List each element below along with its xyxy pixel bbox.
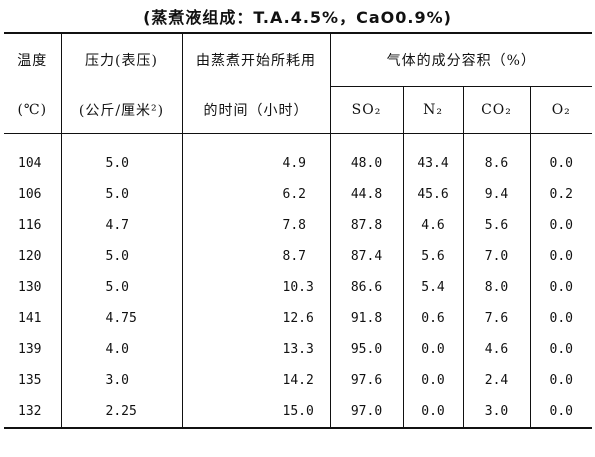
header-temperature: 温度: [4, 32, 62, 87]
cell-time: 15.0: [182, 396, 331, 429]
cell-n2: 0.0: [403, 334, 464, 365]
cell-n2: 4.6: [403, 210, 464, 241]
cell-pressure: 5.0: [61, 272, 183, 303]
header-time: 由蒸煮开始所耗用: [182, 32, 331, 87]
header-pressure: 压力(表压): [61, 32, 183, 87]
cell-o2: 0.0: [549, 373, 573, 388]
cell-so2: 48.0: [330, 148, 404, 179]
cell-n2: 43.4: [403, 148, 464, 179]
gas-composition-table: 温度 压力(表压) 由蒸煮开始所耗用 气体的成分容积（%） (℃) (公斤/厘米…: [4, 32, 592, 429]
cell-so2: 97.0: [330, 396, 404, 429]
cell-pressure: 5.0: [61, 241, 183, 272]
cell-n2: 5.6: [403, 241, 464, 272]
cell-n2: 0.0: [403, 365, 464, 396]
cell-so2: 44.8: [330, 179, 404, 210]
cell-time: 13.3: [182, 334, 331, 365]
cell-o2: 0.0: [549, 249, 573, 264]
cell-o2: 0.0: [530, 396, 592, 429]
cell-o2: 0.0: [549, 342, 573, 357]
header-temperature-unit: (℃): [4, 86, 62, 134]
cell-pressure: 4.7: [61, 210, 183, 241]
cell-so2: 95.0: [330, 334, 404, 365]
cell-n2: 5.4: [403, 272, 464, 303]
table-caption: (蒸煮液组成：T.A.4.5%，CaO0.9%): [143, 8, 452, 27]
cell-co2: 7.6: [463, 303, 531, 334]
cell-temperature: 120: [4, 241, 62, 272]
cell-so2: 86.6: [330, 272, 404, 303]
cell-so2: 87.8: [330, 210, 404, 241]
header-n2: N₂: [403, 86, 464, 134]
header-gas-composition: 气体的成分容积（%）: [330, 32, 592, 87]
cell-pressure: 4.0: [61, 334, 183, 365]
cell-co2: 8.6: [463, 148, 531, 179]
table-row: 141 4.75 12.6 91.8 0.6 7.6 0.0: [4, 303, 592, 334]
header-time-unit: 的时间（小时）: [182, 86, 331, 134]
cell-time: 8.7: [182, 241, 331, 272]
cell-so2: 87.4: [330, 241, 404, 272]
table-body: 104 5.0 4.9 48.0 43.4 8.6 0.0 106 5.0 6.2 44.8 45.6…: [4, 133, 592, 429]
cell-n2: 45.6: [403, 179, 464, 210]
cell-temperature: 135: [4, 365, 62, 396]
cell-pressure: 4.75: [61, 303, 183, 334]
cell-so2: 97.6: [330, 365, 404, 396]
cell-n2: 0.6: [403, 303, 464, 334]
header-co2: CO₂: [463, 86, 531, 134]
cell-temperature: 130: [4, 272, 62, 303]
cell-temperature: 104: [4, 148, 62, 179]
header-so2: SO₂: [330, 86, 404, 134]
cell-time: 4.9: [182, 148, 331, 179]
cell-time: 10.3: [182, 272, 331, 303]
cell-o2: 0.0: [549, 280, 573, 295]
cell-time: 7.8: [182, 210, 331, 241]
table-row: 106 5.0 6.2 44.8 45.6 9.4 0.2: [4, 179, 592, 210]
table-row: 132 2.25 15.0 97.0 0.0 3.0 0.0: [4, 396, 592, 429]
header-pressure-unit: (公斤/厘米²): [61, 86, 183, 134]
cell-co2: 4.6: [463, 334, 531, 365]
cell-time: 14.2: [182, 365, 331, 396]
cell-temperature: 116: [4, 210, 62, 241]
cell-n2: 0.0: [403, 396, 464, 429]
cell-pressure: 5.0: [61, 179, 183, 210]
cell-co2: 8.0: [463, 272, 531, 303]
cell-temperature: 106: [4, 179, 62, 210]
cell-co2: 5.6: [463, 210, 531, 241]
table-row: 120 5.0 8.7 87.4 5.6 7.0 0.0: [4, 241, 592, 272]
cell-so2: 91.8: [330, 303, 404, 334]
cell-pressure: 2.25: [61, 396, 183, 429]
table-row: 130 5.0 10.3 86.6 5.4 8.0 0.0: [4, 272, 592, 303]
table-row: 139 4.0 13.3 95.0 0.0 4.6 0.0: [4, 334, 592, 365]
header-o2: O₂: [530, 86, 592, 134]
table-row: 104 5.0 4.9 48.0 43.4 8.6 0.0: [4, 148, 592, 179]
cell-temperature: 139: [4, 334, 62, 365]
table-row: 135 3.0 14.2 97.6 0.0 2.4 0.0: [4, 365, 592, 396]
cell-co2: 3.0: [463, 396, 531, 429]
cell-time: 12.6: [182, 303, 331, 334]
cell-time: 6.2: [182, 179, 331, 210]
cell-co2: 2.4: [463, 365, 531, 396]
cell-o2: 0.0: [549, 311, 573, 326]
cell-temperature: 141: [4, 303, 62, 334]
table-row: 116 4.7 7.8 87.8 4.6 5.6 0.0: [4, 210, 592, 241]
cell-co2: 9.4: [463, 179, 531, 210]
cell-pressure: 5.0: [61, 148, 183, 179]
cell-pressure: 3.0: [61, 365, 183, 396]
cell-temperature: 132: [4, 396, 62, 429]
cell-o2: 0.0: [549, 218, 573, 233]
cell-co2: 7.0: [463, 241, 531, 272]
cell-o2: 0.0: [549, 156, 573, 171]
cell-o2: 0.2: [549, 187, 573, 202]
